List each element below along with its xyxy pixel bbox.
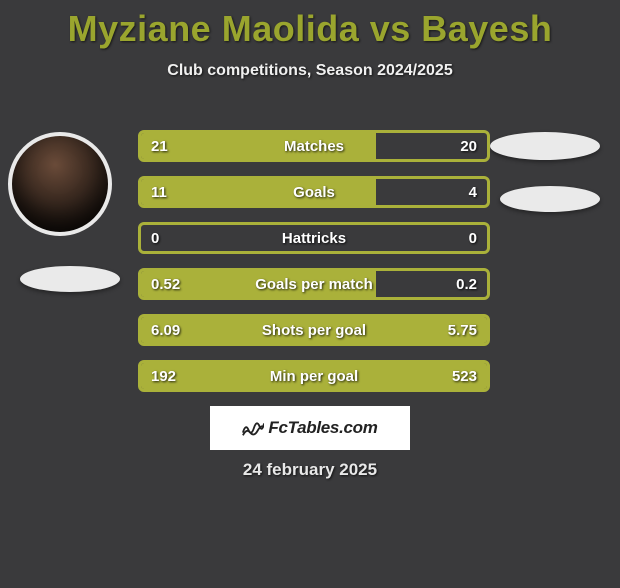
stats-panel: Matches2120Goals114Hattricks00Goals per … (138, 130, 490, 406)
stat-value-right: 0.2 (456, 271, 477, 297)
stat-value-left: 11 (151, 179, 167, 205)
player2-club-badge (500, 186, 600, 212)
stat-value-right: 5.75 (448, 317, 477, 343)
stat-row: Hattricks0 0 (138, 222, 490, 254)
stat-value-left: 6.09 (151, 317, 180, 343)
stat-fill-left (141, 179, 376, 205)
player2-avatar (490, 132, 600, 160)
page-title: Myziane Maolida vs Bayesh (0, 8, 620, 50)
stat-fill-left (141, 363, 487, 389)
stat-row: Matches2120 (138, 130, 490, 162)
stat-label: Hattricks (141, 225, 487, 251)
footer-date: 24 february 2025 (0, 460, 620, 480)
stat-value-right: 523 (452, 363, 477, 389)
brand-text: FcTables.com (268, 418, 377, 438)
stat-fill-left (141, 133, 376, 159)
stat-row: Goals114 (138, 176, 490, 208)
stat-value-left: 21 (151, 133, 168, 159)
stat-row: Shots per goal6.095.75 (138, 314, 490, 346)
stat-value-left: 0 (151, 225, 159, 251)
stat-value-left: 192 (151, 363, 176, 389)
player1-club-badge (20, 266, 120, 292)
stat-value-left: 0.52 (151, 271, 180, 297)
player1-avatar (8, 132, 112, 236)
stat-value-right: 4 (469, 179, 477, 205)
stat-row: Goals per match0.520.2 (138, 268, 490, 300)
chart-wave-icon (242, 419, 264, 437)
brand-attribution: FcTables.com (210, 406, 410, 450)
stat-value-right: 0 (469, 225, 477, 251)
page-subtitle: Club competitions, Season 2024/2025 (0, 62, 620, 80)
stat-row: Min per goal192523 (138, 360, 490, 392)
stat-value-right: 20 (460, 133, 477, 159)
